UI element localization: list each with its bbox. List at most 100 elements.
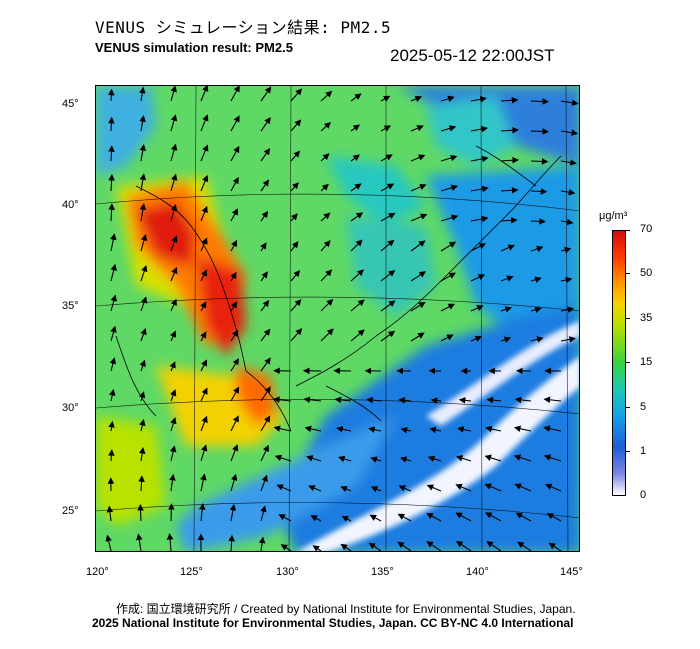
wind-arrow	[350, 154, 360, 162]
wind-arrow	[310, 515, 322, 522]
colorbar-tickmark	[626, 273, 630, 274]
wind-arrow	[260, 147, 271, 162]
wind-arrow	[397, 513, 412, 522]
wind-arrow	[400, 426, 412, 434]
wind-arrow	[320, 328, 334, 342]
wind-arrow	[500, 217, 518, 224]
lon-tick-120: 120°	[86, 566, 109, 578]
wind-arrow	[168, 503, 175, 522]
wind-arrow	[139, 115, 146, 132]
wind-arrow	[110, 233, 117, 252]
wind-arrow	[200, 269, 207, 282]
wind-arrow	[198, 503, 206, 522]
wind-arrow	[484, 483, 502, 492]
wind-arrow	[106, 505, 114, 522]
wind-arrow	[398, 397, 412, 404]
wind-arrow	[320, 121, 332, 132]
wind-arrow	[530, 306, 542, 314]
wind-arrow	[230, 358, 239, 372]
wind-arrow	[543, 396, 562, 404]
wind-arrow	[312, 545, 322, 551]
wind-arrow	[260, 210, 269, 222]
wind-arrow	[426, 541, 442, 551]
wind-arrow	[273, 425, 292, 432]
lon-tick-145: 145°	[560, 566, 583, 578]
wind-arrow	[139, 419, 146, 432]
wind-arrow	[140, 296, 148, 312]
wind-arrow	[110, 325, 117, 342]
wind-arrow	[230, 301, 238, 312]
wind-arrow	[515, 512, 532, 522]
wind-arrow	[290, 270, 301, 282]
wind-arrow	[440, 334, 454, 342]
colorbar-label-50: 50	[640, 267, 653, 279]
wind-arrow	[380, 330, 396, 342]
wind-arrow	[260, 357, 271, 372]
wind-arrow	[260, 86, 272, 102]
wind-arrow	[109, 388, 116, 402]
wind-arrow	[369, 514, 382, 522]
wind-arrow	[139, 173, 147, 192]
colorbar-label-5: 5	[640, 401, 647, 413]
wind-arrow	[110, 294, 117, 312]
wind-arrow	[429, 426, 442, 434]
wind-arrow	[260, 271, 268, 282]
wind-arrow	[260, 179, 270, 192]
title-japanese: VENUS シミュレーション結果: PM2.5	[95, 18, 392, 37]
wind-arrow	[230, 208, 239, 222]
wind-arrow	[500, 275, 514, 282]
wind-arrow	[486, 541, 502, 551]
wind-arrow	[290, 213, 298, 222]
wind-arrow	[138, 391, 146, 402]
wind-arrow	[380, 212, 396, 222]
wind-arrow	[170, 204, 178, 222]
wind-arrow	[398, 485, 412, 492]
wind-arrow	[230, 386, 240, 402]
wind-arrow	[380, 239, 395, 252]
wind-arrow	[260, 415, 271, 432]
wind-arrow	[336, 426, 352, 433]
wind-arrow	[108, 174, 115, 192]
wind-arrow	[170, 266, 178, 282]
wind-vectors	[105, 86, 579, 551]
wind-arrow	[320, 269, 333, 282]
wind-arrow	[470, 125, 488, 133]
wind-arrow	[108, 116, 115, 132]
wind-arrow	[260, 116, 271, 132]
wind-arrow	[230, 329, 239, 342]
wind-arrow	[140, 233, 148, 252]
colorbar-unit: μg/m³	[599, 210, 628, 222]
wind-arrow	[137, 504, 144, 522]
wind-arrow	[278, 514, 292, 522]
wind-arrow	[397, 541, 412, 551]
wind-arrow	[530, 98, 549, 105]
wind-arrow	[530, 128, 549, 135]
pm25-map	[95, 85, 580, 552]
colorbar-label-70: 70	[640, 223, 653, 235]
wind-arrow	[530, 336, 544, 343]
wind-arrow	[290, 182, 299, 192]
wind-arrow	[273, 396, 292, 403]
wind-arrow	[368, 542, 382, 551]
wind-arrow	[320, 153, 330, 162]
wind-arrow	[440, 272, 456, 282]
wind-arrow	[170, 235, 178, 252]
wind-arrow	[470, 155, 489, 163]
colorbar-tickmark	[626, 451, 630, 452]
wind-arrow	[230, 444, 239, 462]
title-english: VENUS simulation result: PM2.5	[95, 40, 293, 55]
wind-arrow	[440, 154, 458, 162]
wind-arrow	[410, 125, 424, 132]
wind-arrow	[484, 454, 502, 462]
wind-arrow	[426, 484, 442, 492]
colorbar-label-15: 15	[640, 356, 653, 368]
wind-arrow	[440, 241, 457, 252]
wind-arrow	[334, 396, 352, 404]
wind-arrow	[440, 125, 457, 132]
wind-arrow	[200, 205, 208, 222]
wind-arrow	[440, 214, 459, 222]
wind-arrow	[485, 425, 502, 433]
wind-arrow	[560, 306, 575, 313]
wind-arrow	[455, 483, 472, 492]
wind-arrow	[139, 359, 146, 372]
